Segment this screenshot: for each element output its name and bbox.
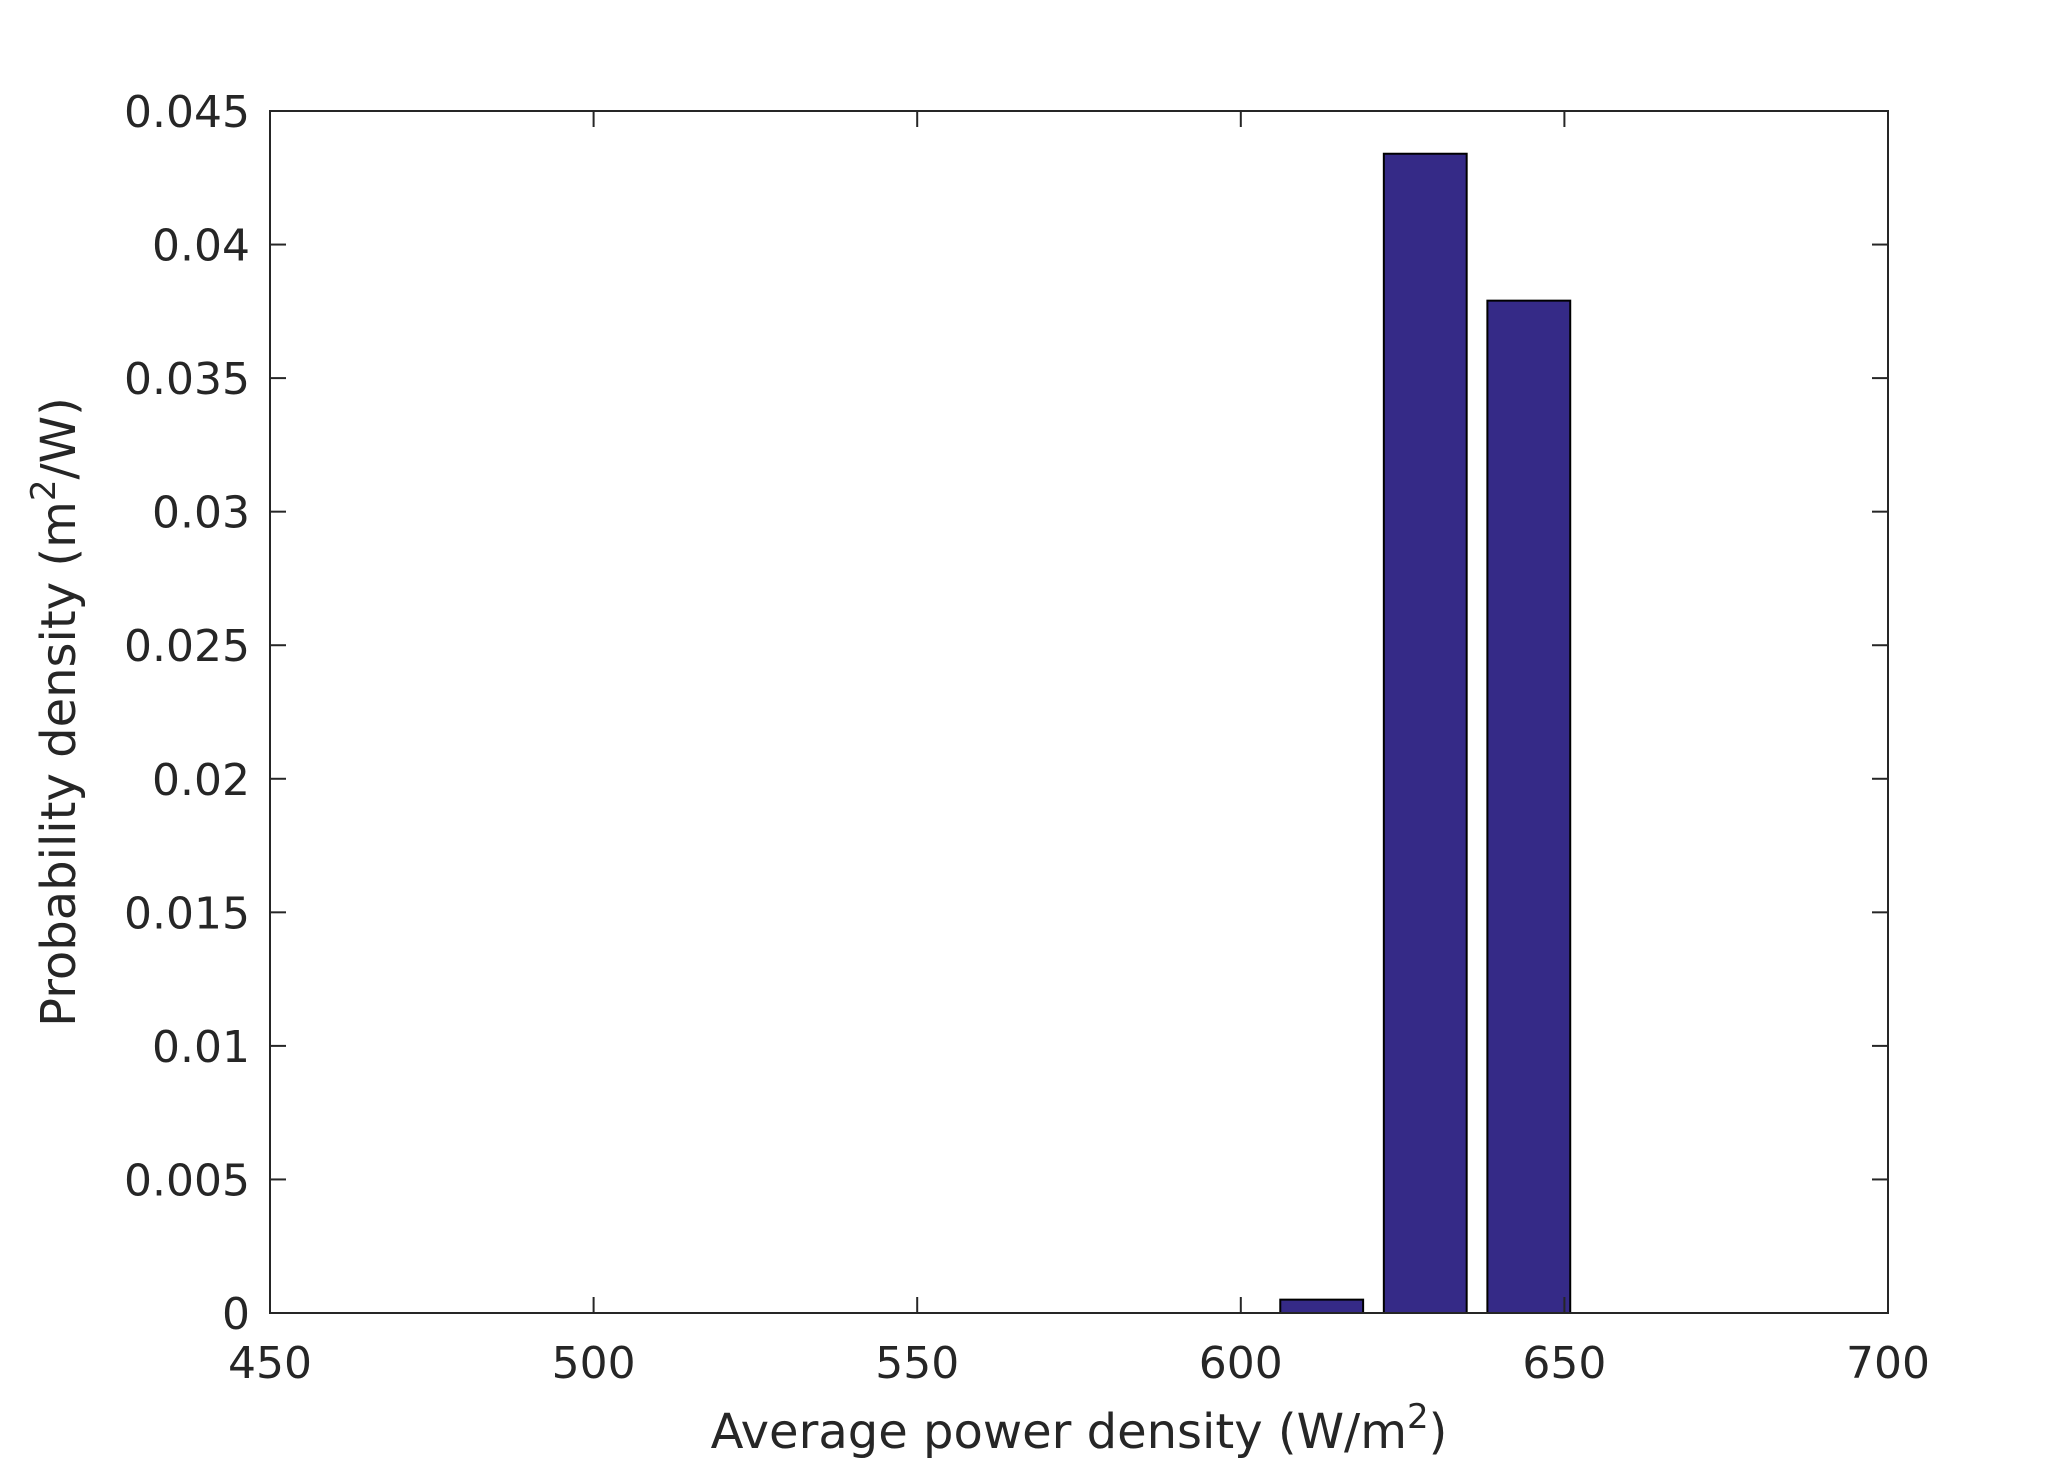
y-tick-label: 0.005	[124, 1155, 250, 1206]
plot-area-frame	[269, 110, 1889, 1314]
y-tick-label: 0.045	[124, 87, 250, 138]
y-tick-label: 0.035	[124, 354, 250, 405]
y-tick-label: 0.015	[124, 888, 250, 939]
histogram-bar-3	[1486, 299, 1572, 1315]
histogram-bar-1	[1279, 1298, 1365, 1314]
y-tick-label: 0.04	[152, 221, 250, 272]
y-tick-label: 0	[222, 1289, 250, 1340]
y-axis-label: Probability density (m2/W)	[24, 397, 87, 1027]
x-tick-label: 450	[228, 1338, 312, 1389]
x-tick-label: 650	[1522, 1338, 1606, 1389]
x-tick-label: 500	[552, 1338, 636, 1389]
y-tick-label: 0.025	[124, 621, 250, 672]
x-tick-label: 700	[1846, 1338, 1930, 1389]
y-tick-label: 0.02	[152, 755, 250, 806]
y-axis-ticks: 0 0.005 0.01 0.015 0.02 0.025 0.03 0.035 0.04 0.0…	[124, 87, 1888, 1340]
y-tick-label: 0.03	[152, 488, 250, 539]
histogram-bar-2	[1382, 152, 1468, 1314]
x-tick-label: 600	[1199, 1338, 1283, 1389]
x-axis-label: Average power density (W/m2)	[711, 1397, 1448, 1460]
x-axis-ticks: 450 500 550 600 650 700	[228, 111, 1930, 1389]
y-tick-label: 0.01	[152, 1022, 250, 1073]
x-tick-label: 550	[875, 1338, 959, 1389]
bars-group	[1279, 152, 1572, 1315]
